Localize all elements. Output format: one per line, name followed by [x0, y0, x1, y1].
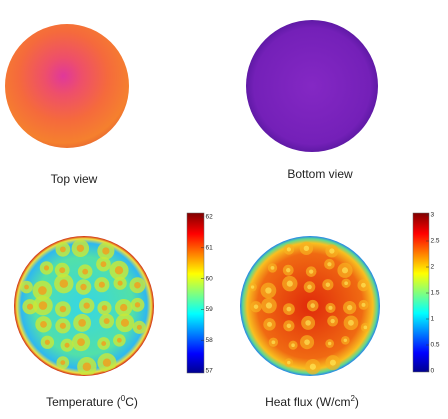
spot [287, 324, 291, 328]
spot [82, 269, 88, 275]
spot [327, 262, 331, 266]
spot [310, 303, 315, 308]
spot [80, 284, 86, 290]
spot [347, 305, 352, 310]
colorbar-tick-label: 3 [431, 212, 435, 219]
figure: 62 61 60 59 58 57 3 2.5 2 1.5 1 0.5 0 Top view Botto… [0, 0, 448, 414]
spot [330, 319, 334, 323]
caption: Heat flux (W/cm2) [265, 394, 359, 409]
spot [134, 282, 141, 289]
spot [287, 307, 292, 312]
spot [291, 343, 295, 347]
spot [38, 286, 47, 295]
spot [305, 320, 311, 326]
spot [137, 325, 142, 330]
top-view-image [5, 24, 129, 148]
spot [120, 304, 127, 311]
caption-text: Heat flux (W/cm [265, 395, 350, 409]
spot [59, 267, 65, 273]
spot [310, 364, 316, 370]
spot [77, 245, 84, 252]
spot [361, 283, 366, 288]
spot [60, 360, 65, 365]
spot [83, 363, 91, 371]
colorbar-tick-label: 59 [206, 306, 214, 313]
spot [362, 303, 366, 307]
spot [39, 301, 48, 310]
spot [135, 302, 140, 307]
spot [27, 304, 33, 310]
spot [287, 281, 293, 287]
colorbar-tick-label: 61 [206, 245, 214, 252]
spot [344, 281, 348, 285]
colorbar-tick-label: 1 [431, 316, 435, 323]
caption-suffix: ) [355, 395, 359, 409]
colorbar-tick-label: 1.5 [431, 290, 440, 297]
spot [78, 319, 86, 327]
spot [99, 282, 105, 288]
colorbar-tick-label: 0.5 [431, 342, 440, 349]
spot [287, 361, 290, 364]
caption: Top view [51, 172, 98, 186]
spot [77, 338, 85, 346]
spot [102, 247, 109, 254]
spot [115, 266, 123, 274]
spot [84, 302, 90, 308]
caption: Bottom view [287, 167, 353, 181]
spot [304, 246, 309, 251]
page: {"panels": [ {"caption": "Top view"}, {"… [0, 0, 448, 414]
colorbar-tick-label: 0 [431, 368, 435, 375]
spot [44, 265, 49, 270]
spot [271, 266, 275, 270]
caption-suffix: C) [125, 395, 138, 409]
spot [328, 306, 332, 310]
spot [286, 268, 290, 272]
spot [254, 304, 259, 309]
spot [60, 279, 68, 287]
spot [24, 285, 29, 290]
spot [342, 267, 348, 273]
spot [329, 248, 334, 253]
temperature-colorbar [187, 213, 204, 373]
spot [330, 360, 336, 366]
spot [364, 326, 368, 330]
spot [103, 359, 111, 367]
spot [101, 341, 106, 346]
spot [272, 340, 276, 344]
spot [304, 339, 310, 345]
spot [326, 282, 330, 286]
spot [40, 321, 47, 328]
colorbar-tick-label: 58 [206, 337, 214, 344]
spot [60, 246, 66, 252]
spot [117, 338, 122, 343]
spot [104, 318, 110, 324]
spot [265, 287, 271, 293]
spot [102, 305, 108, 311]
colorbar-tick-label: 57 [206, 368, 214, 375]
colorbar-tick-label: 2 [431, 264, 435, 271]
spot [118, 281, 123, 286]
spot [344, 339, 347, 342]
caption: Temperature (0C) [46, 394, 138, 409]
colorbar-tick-label: 60 [206, 275, 214, 282]
colorbar-tick-label: 2.5 [431, 238, 440, 245]
spot [60, 323, 66, 329]
spot [45, 340, 50, 345]
spot [287, 247, 291, 251]
heat-flux-colorbar [413, 213, 429, 372]
spot [251, 285, 254, 288]
bottom-view-image [246, 20, 378, 152]
spot [267, 322, 272, 327]
spot [307, 285, 312, 290]
spot [348, 320, 354, 326]
spot [121, 319, 129, 327]
spot [65, 343, 70, 348]
spot [101, 261, 107, 267]
spot [328, 342, 331, 345]
colorbar-tick-label: 62 [206, 214, 214, 221]
spot [60, 306, 66, 312]
spot [309, 270, 313, 274]
spot [266, 302, 272, 308]
caption-text: Temperature ( [46, 395, 121, 409]
